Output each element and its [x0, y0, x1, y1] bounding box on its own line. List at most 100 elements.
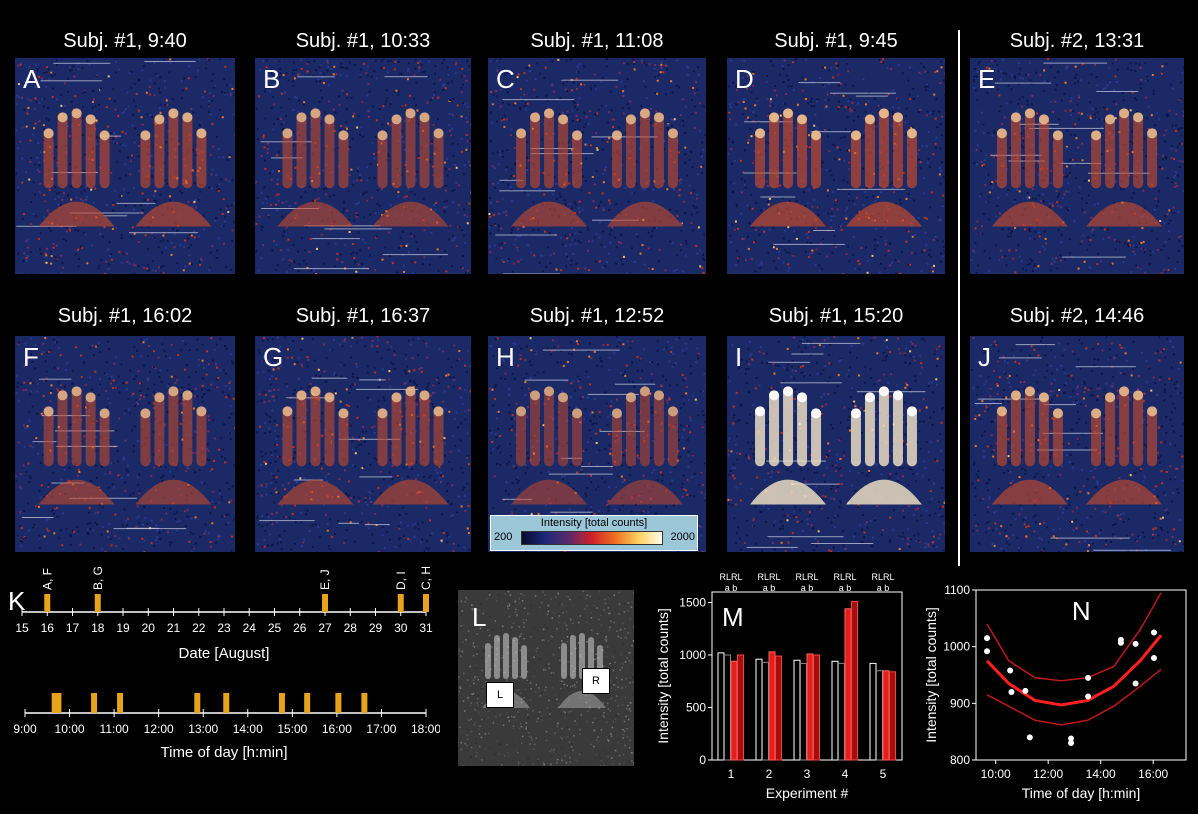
n-point [1068, 735, 1075, 742]
date-tick-label: 17 [66, 621, 80, 635]
date-tick-label: 26 [293, 621, 307, 635]
m-group-header-bottom: a b [839, 583, 852, 593]
n-fit-lower [986, 668, 1162, 726]
date-marker-label: C, H [419, 566, 433, 590]
time-marker [361, 693, 368, 713]
time-marker [194, 693, 201, 713]
time-marker [278, 693, 285, 713]
time-tick-label: 12:00 [144, 722, 174, 736]
time-tick-label: 13:00 [188, 722, 218, 736]
m-bar [730, 660, 738, 761]
panel-letter: C [496, 64, 515, 94]
m-bar [831, 660, 839, 761]
m-letter: M [722, 602, 744, 632]
n-xtick-label: 16:00 [1138, 767, 1168, 781]
panel-title: Subj. #1, 10:33 [295, 30, 431, 52]
panel-l-left-box: L [486, 682, 514, 708]
time-marker [117, 693, 124, 713]
m-bar [889, 671, 896, 761]
panel-letter: B [263, 64, 281, 94]
date-tick-label: 27 [318, 621, 332, 635]
panel-image-f: F [15, 336, 235, 552]
n-ytick-label: 900 [950, 696, 970, 710]
date-tick-label: 31 [419, 621, 433, 635]
m-ytick-label: 1500 [679, 596, 706, 610]
m-bar [869, 662, 877, 761]
n-point [984, 635, 991, 642]
time-marker [335, 693, 342, 713]
n-point [1132, 680, 1139, 687]
m-bar [737, 654, 744, 761]
n-fit-upper [986, 592, 1162, 682]
date-marker-label: D, I [394, 571, 408, 590]
m-bar [813, 654, 820, 761]
date-tick-label: 24 [243, 621, 257, 635]
m-bar [806, 653, 814, 761]
date-tick-label: 21 [167, 621, 181, 635]
colorbar-title: Intensity [total counts] [540, 517, 648, 529]
date-tick-label: 29 [369, 621, 383, 635]
m-xtick-label: 2 [766, 767, 773, 781]
date-tick-label: 20 [142, 621, 156, 635]
m-bar [851, 600, 858, 761]
m-bar [876, 670, 883, 761]
m-xtick-label: 3 [804, 767, 811, 781]
n-point [1026, 734, 1033, 741]
n-xtick-label: 10:00 [981, 767, 1011, 781]
m-bar [724, 654, 731, 761]
n-ytick-label: 800 [950, 753, 970, 767]
n-xlabel: Time of day [h:min] [1022, 785, 1141, 801]
time-tick-label: 11:00 [100, 722, 129, 736]
date-marker-label: B, G [91, 566, 105, 590]
date-tick-label: 18 [91, 621, 105, 635]
n-xtick-label: 14:00 [1086, 767, 1116, 781]
n-fit-line [985, 634, 1163, 707]
n-point [1008, 689, 1015, 695]
n-xtick-label: 12:00 [1033, 767, 1063, 781]
panel-title: Subj. #2, 13:31 [1009, 30, 1145, 52]
n-point [984, 648, 991, 655]
panel-letter: H [496, 342, 515, 372]
time-tick-label: 14:00 [233, 722, 263, 736]
m-xtick-label: 5 [880, 767, 887, 781]
panel-letter: G [263, 342, 284, 372]
time-axis-label: Time of day [h:min] [161, 744, 288, 761]
panel-l-right-label: R [592, 675, 600, 687]
n-plot-frame [975, 589, 1187, 761]
date-marker [44, 594, 51, 612]
panel-l-image: L L R [458, 590, 634, 766]
m-group-header-top: RLRL [719, 572, 742, 582]
time-tick-label: 18:00 [411, 722, 440, 736]
panel-letter: F [23, 342, 39, 372]
m-group-header-top: RLRL [757, 572, 780, 582]
n-point [1085, 693, 1092, 700]
time-tick-label: 9:00 [13, 722, 37, 736]
n-ytick-label: 1000 [943, 640, 970, 654]
m-group-header-top: RLRL [833, 572, 856, 582]
m-group-header-top: RLRL [871, 572, 894, 582]
date-tick-label: 28 [344, 621, 358, 635]
n-ytick-label: 1100 [944, 583, 970, 597]
m-bar [800, 662, 807, 761]
date-marker [94, 594, 101, 612]
m-bar [844, 608, 852, 761]
date-axis-label: Date [August] [179, 645, 270, 662]
panel-title: Subj. #1, 15:20 [768, 305, 904, 327]
m-xtick-label: 4 [842, 767, 849, 781]
panel-letter: E [978, 64, 996, 94]
panel-title: Subj. #1, 16:37 [295, 305, 431, 327]
m-bar [838, 662, 845, 761]
panel-image-g: G [255, 336, 471, 552]
panel-title: Subj. #1, 9:45 [774, 30, 898, 52]
panel-letter: I [735, 342, 743, 372]
date-tick-label: 25 [268, 621, 282, 635]
panel-title: Subj. #1, 9:40 [63, 30, 187, 52]
panel-letter: D [735, 64, 754, 94]
time-tick-label: 16:00 [322, 722, 352, 736]
m-bar [793, 659, 801, 761]
panel-image-a: A [15, 58, 235, 274]
date-tick-label: 16 [41, 621, 55, 635]
m-ylabel: Intensity [total counts] [655, 608, 671, 743]
m-bar [882, 670, 890, 761]
colorbar-gradient [521, 531, 663, 545]
